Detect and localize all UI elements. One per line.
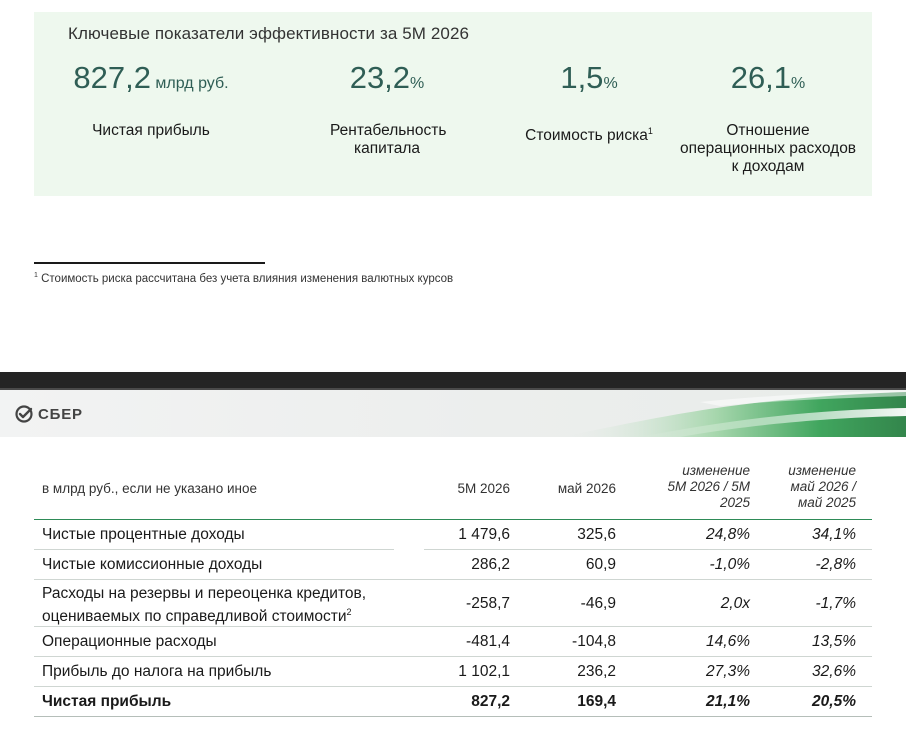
cell-change-5m: -1,0%	[709, 556, 751, 573]
cell-change-may: -2,8%	[815, 556, 857, 573]
green-wave-decoration	[560, 390, 906, 437]
row-label: Чистые процентные доходы	[42, 526, 245, 543]
kpi-unit: %	[410, 75, 425, 92]
header-change-may: изменение май 2026 / май 2025	[788, 463, 856, 510]
sber-check-icon	[15, 405, 33, 423]
kpi-panel: Ключевые показатели эффективности за 5М …	[34, 12, 872, 196]
row-label: Чистая прибыль	[42, 693, 172, 710]
footnote-number: 1	[34, 272, 38, 279]
row-label: Прибыль до налога на прибыль	[42, 663, 272, 680]
kpi-value: 827,2 млрд руб.	[73, 60, 229, 95]
cell-change-may: 34,1%	[812, 526, 856, 543]
cell-5m-2026: -481,4	[466, 633, 510, 650]
footnote-marker: 2	[346, 607, 352, 617]
kpi-value: 1,5%	[560, 60, 618, 95]
kpi-label: Отношение операционных расходов к дохода…	[679, 122, 857, 175]
kpi-label: Стоимость риска1	[525, 126, 653, 145]
cell-may-2026: 325,6	[577, 526, 616, 543]
cell-may-2026: 169,4	[577, 693, 616, 710]
cell-may-2026: 236,2	[577, 663, 616, 680]
table-row-total: Чистая прибыль 827,2 169,4 21,1% 20,5%	[34, 687, 872, 717]
kpi-label: Рентабельность капитала	[330, 122, 447, 157]
sber-logo: СБЕР	[14, 404, 83, 424]
row-label: Операционные расходы	[42, 633, 217, 650]
row-label: Чистые комиссионные доходы	[42, 556, 263, 573]
cell-change-5m: 27,3%	[706, 663, 750, 680]
cell-may-2026: -46,9	[580, 595, 616, 612]
kpi-net-profit: 827,2 млрд руб. Чистая прибыль	[56, 60, 246, 140]
slide-top-bar	[0, 372, 906, 390]
logo-text: СБЕР	[38, 405, 83, 423]
financial-table: в млрд руб., если не указано иное 5М 202…	[34, 458, 872, 717]
table-caption: в млрд руб., если не указано иное	[42, 481, 258, 496]
table-row: Чистые процентные доходы 1 479,6 325,6 2…	[34, 520, 872, 551]
cell-may-2026: 60,9	[585, 556, 616, 573]
header-may-2026: май 2026	[557, 481, 616, 496]
cell-5m-2026: -258,7	[466, 595, 510, 612]
cell-change-5m: 24,8%	[706, 526, 750, 543]
table-row: Расходы на резервы и переоценка кредитов…	[34, 580, 872, 627]
cell-change-may: 32,6%	[812, 663, 856, 680]
kpi-label: Чистая прибыль	[92, 122, 210, 139]
kpi-title: Ключевые показатели эффективности за 5М …	[68, 24, 470, 43]
table-row: Чистые комиссионные доходы 286,2 60,9 -1…	[34, 550, 872, 580]
cell-change-5m: 2,0x	[720, 595, 750, 612]
header-5m-2026: 5М 2026	[457, 481, 510, 496]
kpi-unit: млрд руб.	[150, 75, 229, 92]
kpi-roe: 23,2% Рентабельность капитала	[292, 60, 482, 158]
kpi-value: 26,1%	[730, 60, 806, 95]
table-row: Прибыль до налога на прибыль 1 102,1 236…	[34, 657, 872, 687]
cell-change-5m: 14,6%	[706, 633, 750, 650]
kpi-unit: %	[603, 75, 618, 92]
cell-change-may: 13,5%	[812, 633, 856, 650]
cell-5m-2026: 286,2	[471, 556, 510, 573]
footnote: 1 Стоимость риска рассчитана без учета в…	[34, 272, 454, 285]
cell-change-may: 20,5%	[812, 693, 856, 710]
kpi-unit: %	[791, 75, 806, 92]
kpi-cost-income: 26,1% Отношение операционных расходов к …	[674, 60, 862, 176]
slide-header: СБЕР	[0, 390, 906, 437]
header-change-5m: изменение 5М 2026 / 5М 2025	[667, 463, 750, 510]
table-header: в млрд руб., если не указано иное 5М 202…	[34, 458, 872, 520]
footnote-marker: 1	[647, 126, 653, 136]
cell-5m-2026: 1 479,6	[458, 526, 510, 543]
cell-may-2026: -104,8	[572, 633, 616, 650]
cell-5m-2026: 1 102,1	[458, 663, 510, 680]
cell-change-5m: 21,1%	[706, 693, 750, 710]
footnote-divider	[34, 262, 265, 264]
kpi-value: 23,2%	[349, 60, 425, 95]
cell-change-may: -1,7%	[815, 595, 857, 612]
row-label: Расходы на резервы и переоценка кредитов…	[42, 585, 367, 626]
cell-5m-2026: 827,2	[471, 693, 510, 710]
table-row: Операционные расходы -481,4 -104,8 14,6%…	[34, 627, 872, 657]
kpi-cost-of-risk: 1,5% Стоимость риска1	[494, 60, 684, 145]
